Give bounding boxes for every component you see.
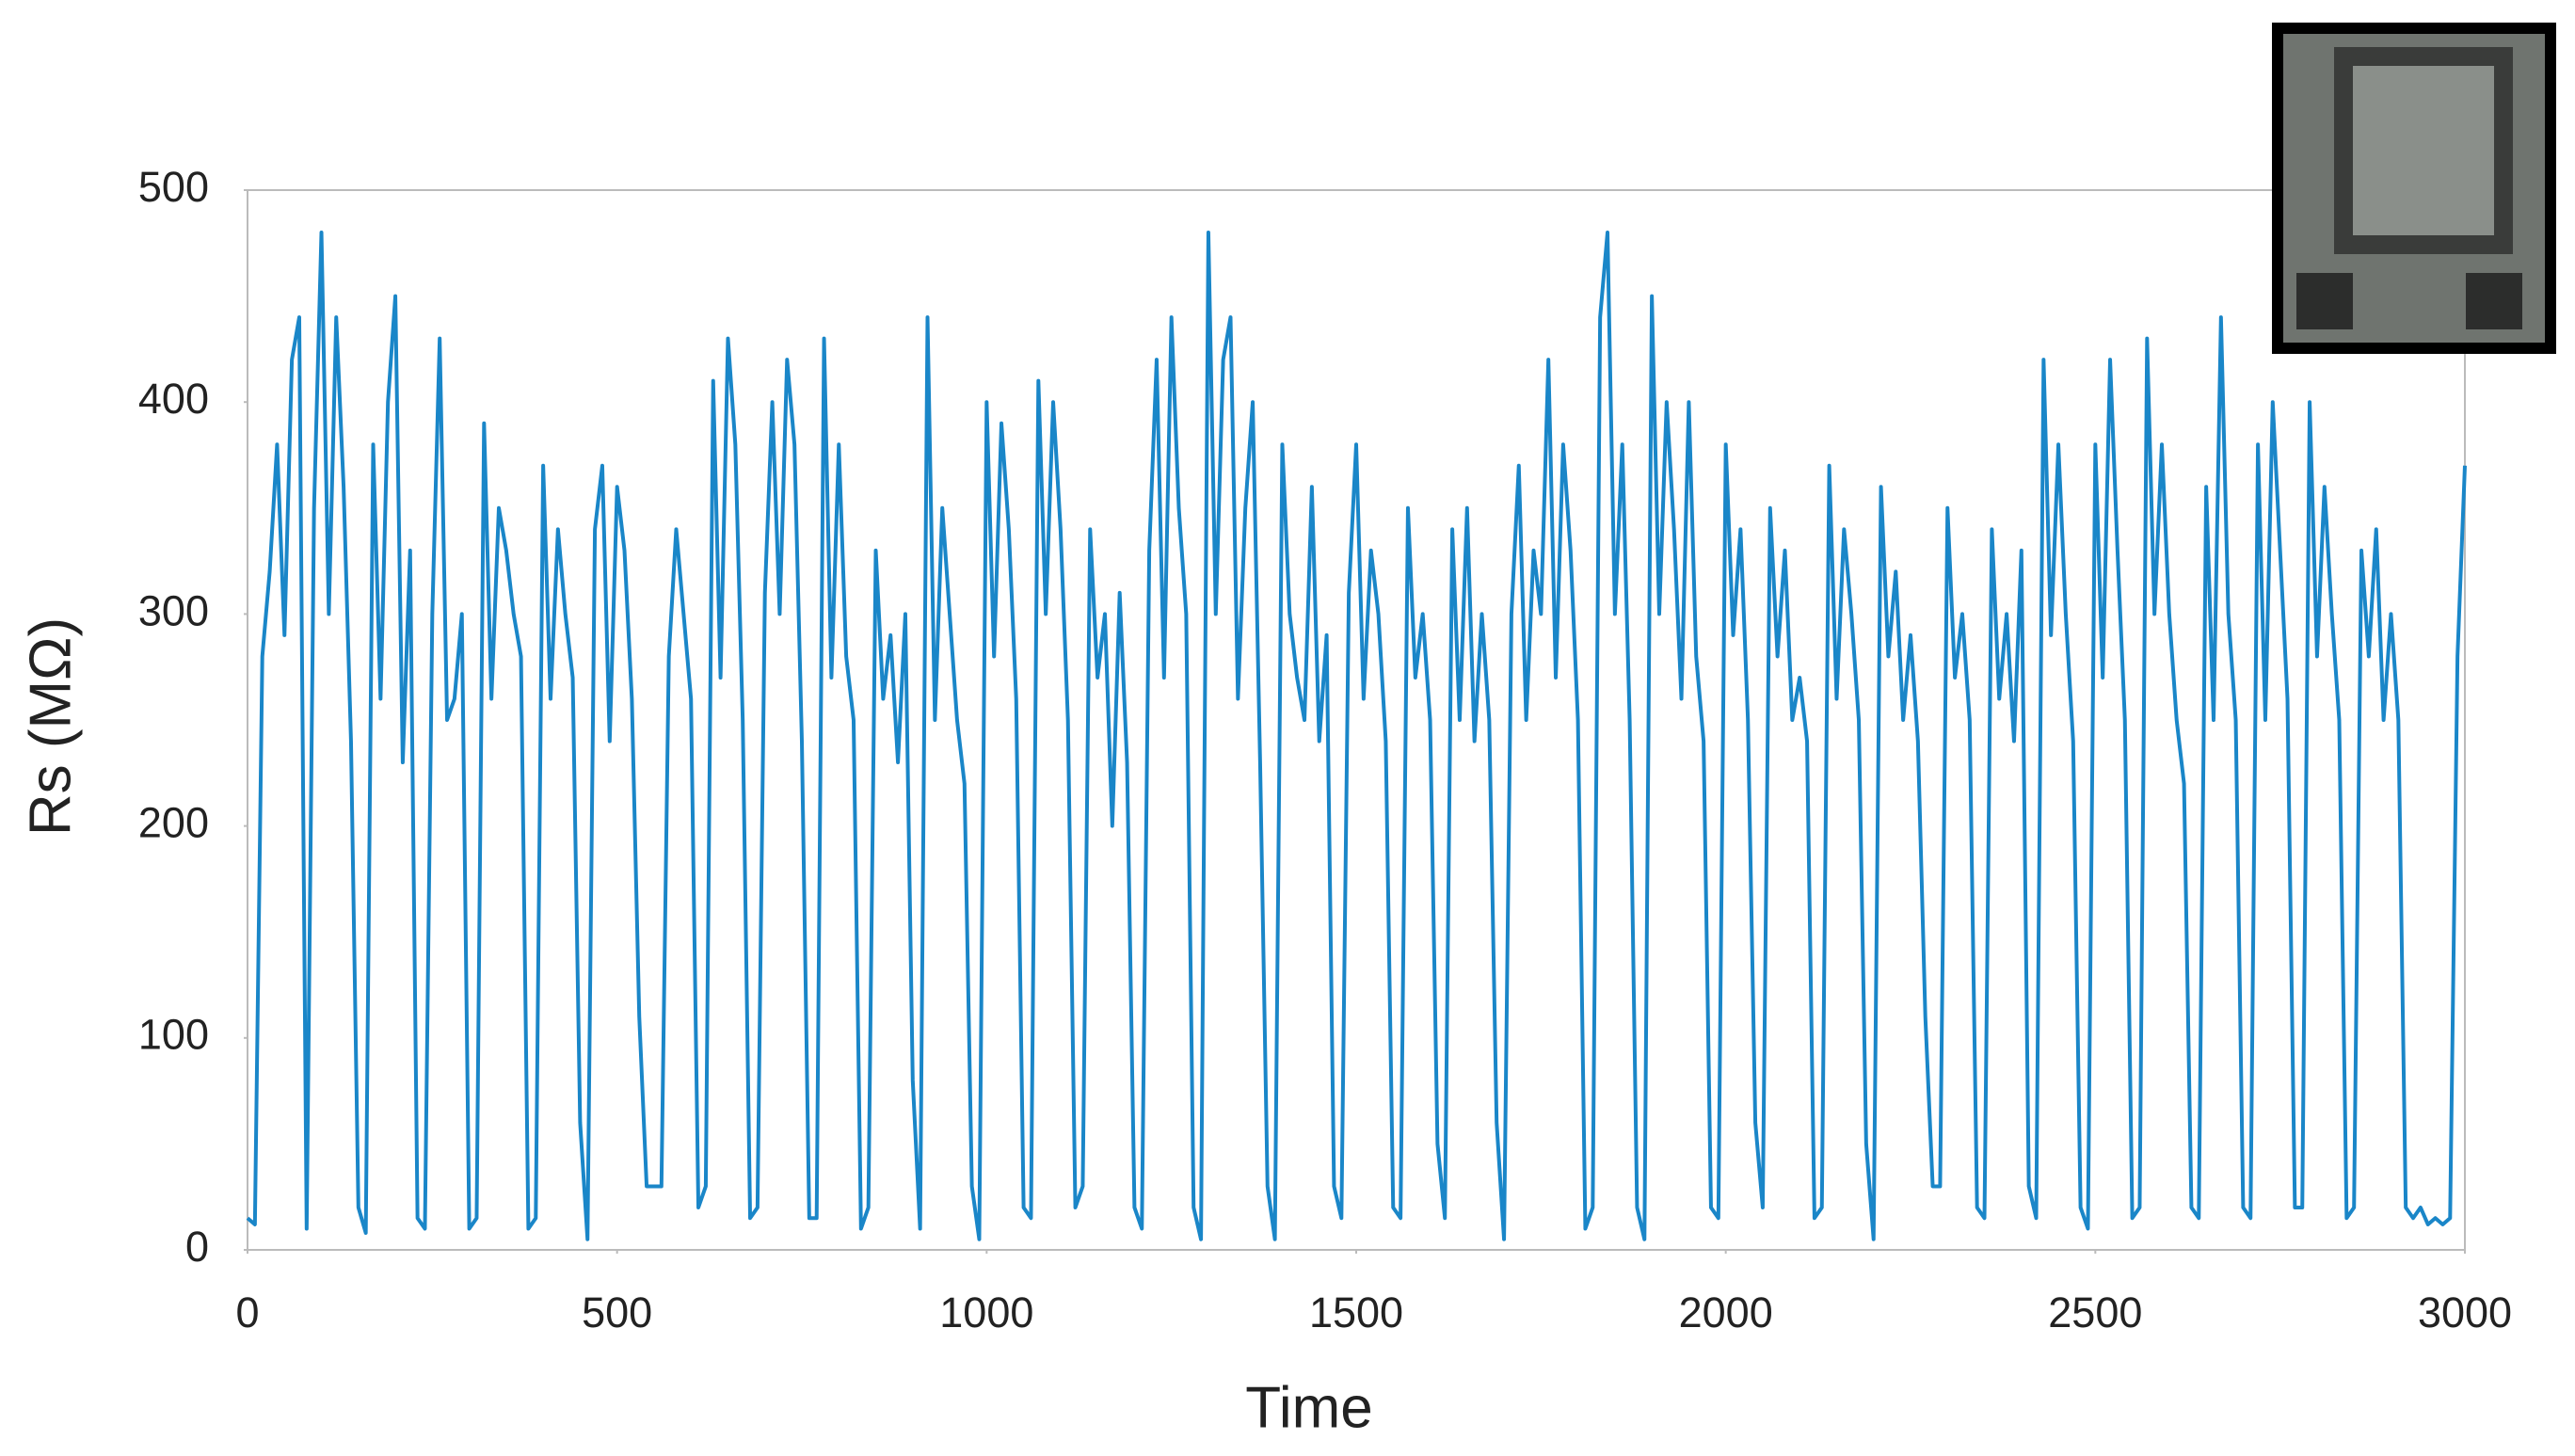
- x-axis-label: Time: [1245, 1375, 1372, 1440]
- data-line: [246, 231, 2467, 1241]
- x-tick-label: 2500: [2048, 1288, 2142, 1336]
- x-tick-label: 2000: [1679, 1288, 1773, 1336]
- y-tick-label: 300: [138, 586, 209, 634]
- inset-gap: [2353, 66, 2494, 235]
- inset-photo: [2272, 23, 2556, 354]
- y-tick-label: 500: [138, 163, 209, 211]
- x-tick-label: 1500: [1309, 1288, 1403, 1336]
- y-tick-label: 100: [138, 1011, 209, 1059]
- y-axis-label: Rs (MΩ): [18, 617, 83, 836]
- x-tick-label: 500: [582, 1288, 652, 1336]
- inset-pad: [2466, 273, 2522, 329]
- y-tick-label: 200: [138, 798, 209, 846]
- inset-pad: [2296, 273, 2353, 329]
- y-tick-label: 0: [185, 1223, 209, 1271]
- x-tick-label: 1000: [939, 1288, 1033, 1336]
- x-tick-label: 3000: [2418, 1288, 2512, 1336]
- x-tick-label: 0: [235, 1288, 259, 1336]
- y-tick-label: 400: [138, 375, 209, 423]
